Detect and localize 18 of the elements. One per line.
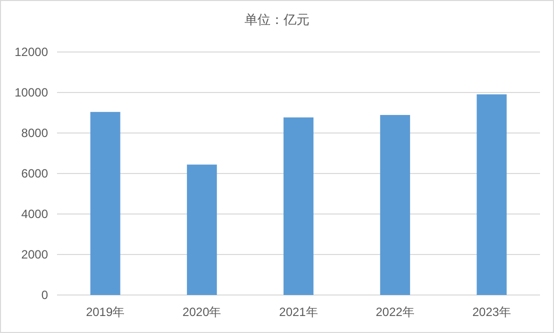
y-tick-label: 0 xyxy=(41,288,48,302)
y-tick-label: 8000 xyxy=(21,126,48,140)
bar xyxy=(186,164,217,295)
x-tick-label: 2023年 xyxy=(472,305,512,319)
chart-title: 单位：亿元 xyxy=(244,12,310,27)
x-tick-label: 2022年 xyxy=(376,305,414,319)
bar xyxy=(476,94,507,295)
x-tick-label: 2020年 xyxy=(182,305,222,319)
y-tick-label: 4000 xyxy=(21,207,48,221)
x-tick-label: 2019年 xyxy=(86,305,125,319)
y-tick-label: 12000 xyxy=(14,45,48,59)
bar xyxy=(380,114,410,295)
x-tick-label: 2021年 xyxy=(279,305,318,319)
y-tick-label: 10000 xyxy=(14,86,48,100)
y-tick-label: 2000 xyxy=(21,248,48,262)
y-tick-label: 6000 xyxy=(21,166,48,180)
bar xyxy=(284,117,314,295)
bar xyxy=(90,112,120,295)
